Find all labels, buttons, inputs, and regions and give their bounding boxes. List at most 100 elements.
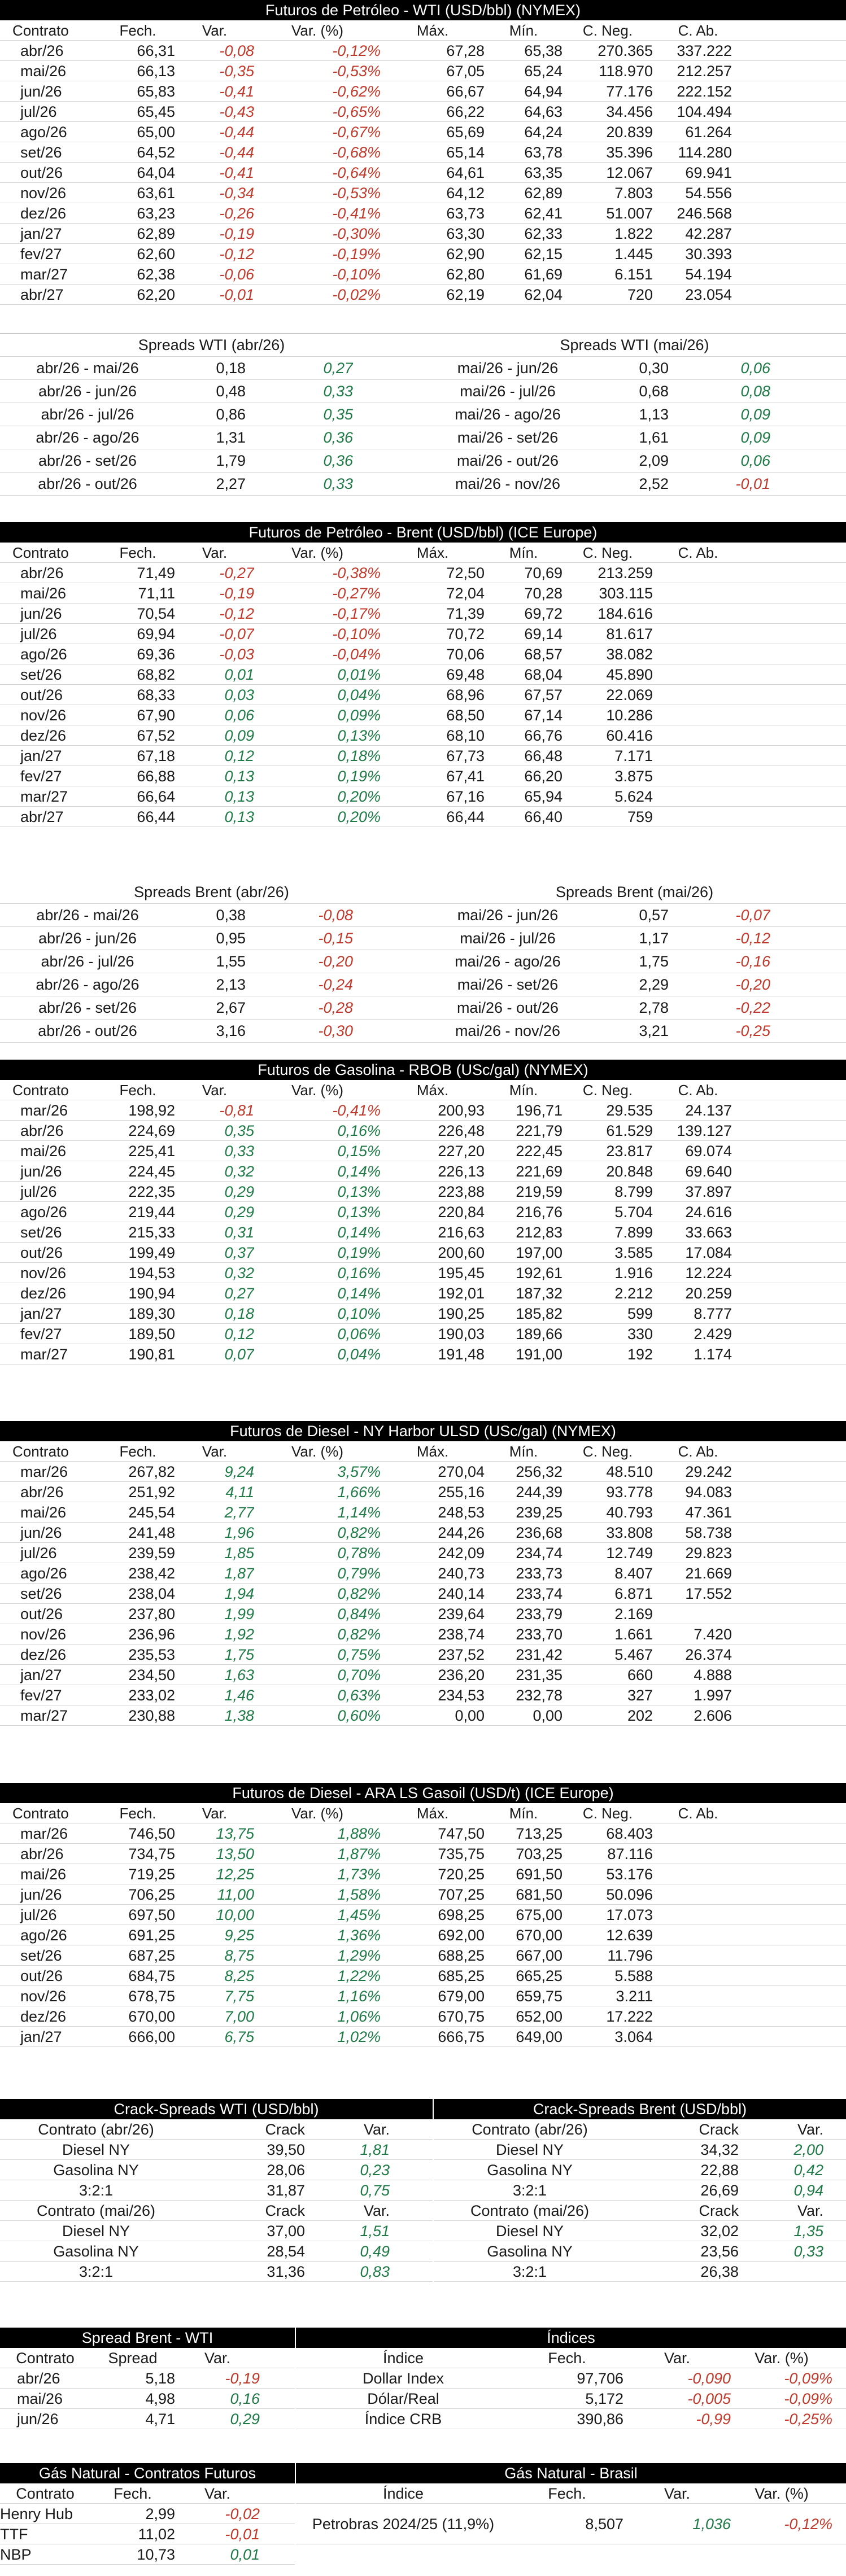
cell-var: -0,41: [219, 83, 254, 100]
table-row: abr/26 251,92 4,11 1,66% 255,16 244,39 93.778 9…: [0, 1482, 846, 1502]
cell-cab: 30.393: [685, 246, 732, 263]
cell-fech: 71,11: [138, 585, 175, 602]
spread-value: 0,18: [216, 360, 246, 377]
col-header-cneg: C. Neg.: [582, 1805, 633, 1822]
cell-contrato: dez/26: [20, 205, 67, 222]
cell-fech: 63,61: [137, 185, 175, 202]
brent-section: Futuros de Petróleo - Brent (USD/bbl) (I…: [0, 522, 846, 827]
gas-br-table: Índice Fech. Var. Var. (%) Petrobras 2024/25…: [296, 2483, 846, 2544]
cell-contrato: fev/27: [20, 768, 62, 785]
cell-h_var: -0,99: [696, 2411, 731, 2428]
crack-row: Gasolina NY 22,88 0,42: [434, 2160, 846, 2180]
table-row: mar/26 267,82 9,24 3,57% 270,04 256,32 48.510 2…: [0, 1462, 846, 1482]
cell-cab: [653, 807, 743, 826]
cell-contrato: mar/26: [20, 1825, 68, 1842]
gasoil-header: Contrato Fech. Var. Var. (%) Máx. Mín. C. Neg.…: [0, 1803, 846, 1823]
cell-contrato: mai/26: [20, 1866, 67, 1883]
cell-fech: 687,25: [128, 1947, 175, 1964]
spread-pair: mai/26 - nov/26: [455, 475, 561, 492]
cell-cab: 58.738: [685, 1524, 732, 1541]
cell-cab: [653, 563, 743, 583]
cell-h_var: -0,19: [225, 2370, 260, 2387]
crack-header: Contrato (abr/26) Crack Var.: [0, 2119, 433, 2140]
cell-contrato: mar/27: [20, 788, 68, 805]
col-header-min: Mín.: [509, 544, 538, 561]
spread-var: 0,09: [740, 406, 770, 423]
cell-fech: 64,04: [137, 164, 175, 181]
table-row: jun/26 241,48 1,96 0,82% 244,26 236,68 33.808 5…: [0, 1523, 846, 1543]
table-row: mar/26 198,92 -0,81 -0,41% 200,93 196,71 29.53…: [0, 1100, 846, 1121]
cell-min: 63,78: [524, 144, 562, 161]
cell-cneg: 6.151: [614, 266, 653, 283]
cell-contrato: mai/26: [20, 1143, 67, 1160]
cell-var: -0,03: [219, 646, 254, 663]
cell-cab: [653, 1844, 743, 1864]
cell-cneg: 7.803: [614, 185, 653, 202]
cell-max: 248,53: [438, 1504, 485, 1521]
cell-min: 62,41: [524, 205, 562, 222]
cell-cab: [653, 644, 743, 664]
cell-max: 66,22: [446, 103, 485, 120]
cell-cab: 37.897: [685, 1183, 732, 1200]
cell-var: -0,19: [219, 585, 254, 602]
col-header-fech: Fech.: [119, 1443, 156, 1460]
cell-max: 192,01: [438, 1285, 485, 1302]
table-row: nov/26 63,61 -0,34 -0,53% 64,12 62,89 7.803 54.…: [0, 183, 846, 203]
cell-contrato: abr/26: [20, 42, 64, 59]
cell-min: 665,25: [516, 1967, 562, 1984]
cell-var: 0,13: [224, 808, 254, 825]
wti-header: Contrato Fech. Var. Var. (%) Máx. Mín. C. Neg.…: [0, 20, 846, 41]
small-header: Contrato Spread Var.: [0, 2348, 295, 2368]
spread-pair: abr/26 - out/26: [38, 1022, 137, 1039]
cell-fech: 239,59: [128, 1545, 175, 1562]
crack-product: Diesel NY: [495, 2141, 564, 2158]
gas-fut-title: Gás Natural - Contratos Futuros: [0, 2463, 295, 2483]
cell-contrato: set/26: [20, 1224, 62, 1241]
table-row: fev/27 66,88 0,13 0,19% 67,41 66,20 3.875: [0, 766, 846, 786]
brent-spread-left-title: Spreads Brent (abr/26): [134, 884, 289, 900]
cell-max: 707,25: [438, 1886, 485, 1903]
spread-bw-table: Contrato Spread Var. abr/26 5,18 -0,19 mai/26 4…: [0, 2348, 295, 2429]
cell-var: -0,26: [219, 205, 254, 222]
cell-h_spread: 5,18: [145, 2370, 175, 2387]
spread-value: 1,31: [216, 429, 246, 446]
cell-cab: 246.568: [677, 205, 732, 222]
small-header: Índice Fech. Var. Var. (%): [296, 2348, 846, 2368]
cell-fech: 224,69: [128, 1122, 175, 1139]
cell-contrato: jul/26: [20, 1183, 57, 1200]
table-row: set/26 64,52 -0,44 -0,68% 65,14 63,78 35.396 11…: [0, 142, 846, 163]
cell-var: 9,24: [224, 1463, 254, 1480]
crack-contract-label: Contrato (mai/26): [470, 2202, 590, 2219]
cell-min: 69,14: [524, 626, 562, 642]
table-row: abr/26 66,31 -0,08 -0,12% 67,28 65,38 270.365 3…: [0, 41, 846, 61]
spread-pair: mai/26 - jul/26: [460, 383, 556, 400]
cell-min: 66,48: [524, 747, 562, 764]
cell-contrato: jun/26: [20, 1163, 62, 1180]
cell-cneg: 61.529: [606, 1122, 653, 1139]
cell-contrato: out/26: [20, 1244, 63, 1261]
cell-fech: 719,25: [128, 1866, 175, 1883]
cell-fech: 697,50: [128, 1906, 175, 1923]
cell-h_indice: Petrobras 2024/25 (11,9%): [312, 2516, 495, 2533]
crack-row: Gasolina NY 23,56 0,33: [434, 2241, 846, 2262]
crack-label: Crack: [265, 2121, 305, 2138]
cell-varpct: -0,68%: [332, 144, 381, 161]
cell-min: 232,78: [516, 1687, 562, 1704]
cell-h_var: -0,005: [687, 2390, 731, 2407]
cell-contrato: mai/26: [20, 585, 67, 602]
col-header-varpct: Var. (%): [291, 22, 343, 39]
cell-max: 242,09: [438, 1545, 485, 1562]
cell-cneg: 20.839: [606, 124, 653, 141]
col-header-contrato: Contrato: [12, 1805, 69, 1822]
cell-fech: 225,41: [128, 1143, 175, 1160]
cell-varpct: 0,70%: [337, 1667, 381, 1683]
cell-cab: [653, 1986, 743, 2006]
cell-cab: [653, 664, 743, 684]
cell-min: 66,20: [524, 768, 562, 785]
spread-pair: abr/26 - mai/26: [36, 907, 139, 924]
cell-min: 64,94: [524, 83, 562, 100]
cell-var: 1,96: [224, 1524, 254, 1541]
col-header-var: Var.: [202, 22, 228, 39]
cell-varpct: 0,06%: [337, 1326, 381, 1342]
cell-cneg: 10.286: [606, 707, 653, 724]
